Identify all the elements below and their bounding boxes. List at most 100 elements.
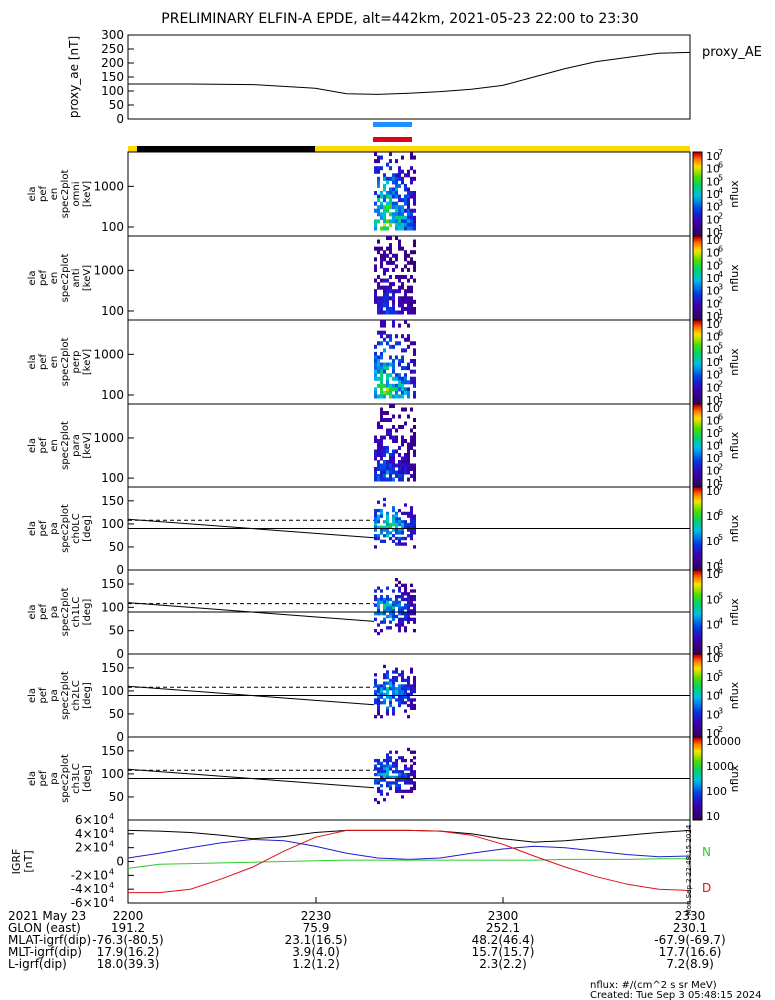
heatmap-pixel	[377, 474, 380, 478]
heatmap-pixel	[410, 166, 413, 171]
heatmap-pixel	[374, 373, 377, 378]
heatmap-pixel	[404, 299, 407, 304]
heatmap-pixel	[389, 758, 392, 763]
heatmap-pixel	[410, 617, 413, 621]
heatmap-pixel	[380, 715, 383, 719]
colorbar-cell	[693, 445, 702, 449]
heatmap-pixel	[383, 470, 386, 475]
heatmap-pixel	[413, 215, 416, 220]
heatmap-pixel	[389, 432, 392, 436]
ae-tick-label: 150	[101, 70, 124, 84]
heatmap-pixel	[401, 595, 404, 599]
heatmap-pixel	[392, 362, 395, 367]
heatmap-pixel	[383, 758, 386, 763]
heatmap-pixel	[380, 692, 383, 696]
heatmap-pixel	[383, 215, 386, 220]
y-tick-label: 150	[101, 744, 124, 758]
heatmap-pixel	[398, 463, 401, 468]
heatmap-pixel	[389, 606, 392, 610]
colorbar-cell	[693, 177, 702, 180]
igrf-tick-exponent: 4	[109, 840, 114, 849]
ephemeris-label: MLT-igrf(dip)	[8, 945, 82, 959]
heatmap-pixel	[395, 394, 398, 399]
heatmap-pixel	[392, 383, 395, 388]
heatmap-pixel	[395, 764, 398, 768]
heatmap-pixel	[413, 474, 416, 478]
heatmap-pixel	[410, 589, 413, 593]
heatmap-pixel	[398, 517, 401, 521]
heatmap-pixel	[410, 303, 413, 308]
colorbar-cell	[693, 633, 702, 636]
heatmap-pixel	[398, 477, 401, 482]
heatmap-pixel	[380, 191, 383, 196]
heatmap-pixel	[383, 692, 386, 696]
heatmap-pixel	[410, 758, 413, 763]
heatmap-pixel	[413, 176, 416, 181]
heatmap-pixel	[395, 289, 398, 294]
y-tick-label: 0	[116, 647, 124, 661]
heatmap-pixel	[398, 205, 401, 210]
colorbar-cell	[693, 607, 702, 611]
colorbar-cell	[693, 416, 702, 420]
heatmap-pixel	[398, 701, 401, 705]
heatmap-pixel	[413, 453, 416, 457]
colorbar-cell	[693, 227, 702, 231]
colorbar-cell	[693, 282, 702, 285]
heatmap-pixel	[383, 278, 386, 283]
heatmap-pixel	[395, 334, 398, 339]
heatmap-pixel	[374, 477, 377, 482]
heatmap-pixel	[377, 706, 380, 710]
colorbar-cell	[693, 795, 702, 798]
heatmap-pixel	[392, 614, 395, 619]
heatmap-pixel	[392, 670, 395, 674]
colorbar-cell	[693, 453, 702, 457]
heatmap-pixel	[377, 208, 380, 213]
heatmap-pixel	[380, 369, 383, 374]
heatmap-pixel	[374, 344, 377, 349]
heatmap-pixel	[407, 747, 410, 752]
heatmap-pixel	[386, 296, 389, 301]
heatmap-pixel	[413, 155, 416, 160]
heatmap-pixel	[380, 212, 383, 217]
y-tick-label: 0	[116, 730, 124, 744]
colorbar-cell	[693, 635, 702, 638]
colorbar-tick-exponent: 5	[718, 173, 723, 182]
colorbar-cell	[693, 387, 702, 390]
heatmap-pixel	[401, 789, 404, 793]
heatmap-pixel	[410, 536, 413, 541]
heatmap-pixel	[386, 180, 389, 185]
heatmap-pixel	[404, 264, 407, 269]
colorbar-cell	[693, 460, 702, 463]
heatmap-pixel	[389, 362, 392, 367]
colorbar-cell	[693, 518, 702, 521]
colorbar-cell	[693, 545, 702, 548]
colorbar-cell	[693, 499, 702, 503]
heatmap-pixel	[398, 212, 401, 217]
heatmap-pixel	[395, 257, 398, 262]
heatmap-pixel	[380, 701, 383, 705]
heatmap-pixel	[407, 592, 410, 596]
heatmap-pixel	[380, 373, 383, 378]
heatmap-pixel	[401, 394, 404, 399]
heatmap-pixel	[386, 600, 389, 604]
y-tick-label: 100	[101, 304, 124, 318]
heatmap-pixel	[386, 299, 389, 304]
y-label-line: pef	[38, 437, 49, 454]
heatmap-pixel	[401, 212, 404, 217]
heatmap-pixel	[380, 764, 383, 768]
colorbar-tick-exponent: 7	[718, 148, 723, 157]
heatmap-pixel	[392, 517, 395, 521]
heatmap-pixel	[407, 446, 410, 450]
colorbar-cell	[693, 574, 702, 577]
colorbar-cell	[693, 368, 702, 371]
colorbar-cell	[693, 451, 702, 455]
heatmap-pixel	[407, 715, 410, 719]
heatmap-pixel	[386, 781, 389, 785]
heatmap-pixel	[377, 536, 380, 541]
heatmap-pixel	[407, 310, 410, 315]
colorbar-cell	[693, 782, 702, 786]
colorbar-tick-label: 10000	[706, 735, 741, 748]
heatmap-pixel	[383, 617, 386, 621]
y-label-line: [keV]	[82, 349, 93, 375]
